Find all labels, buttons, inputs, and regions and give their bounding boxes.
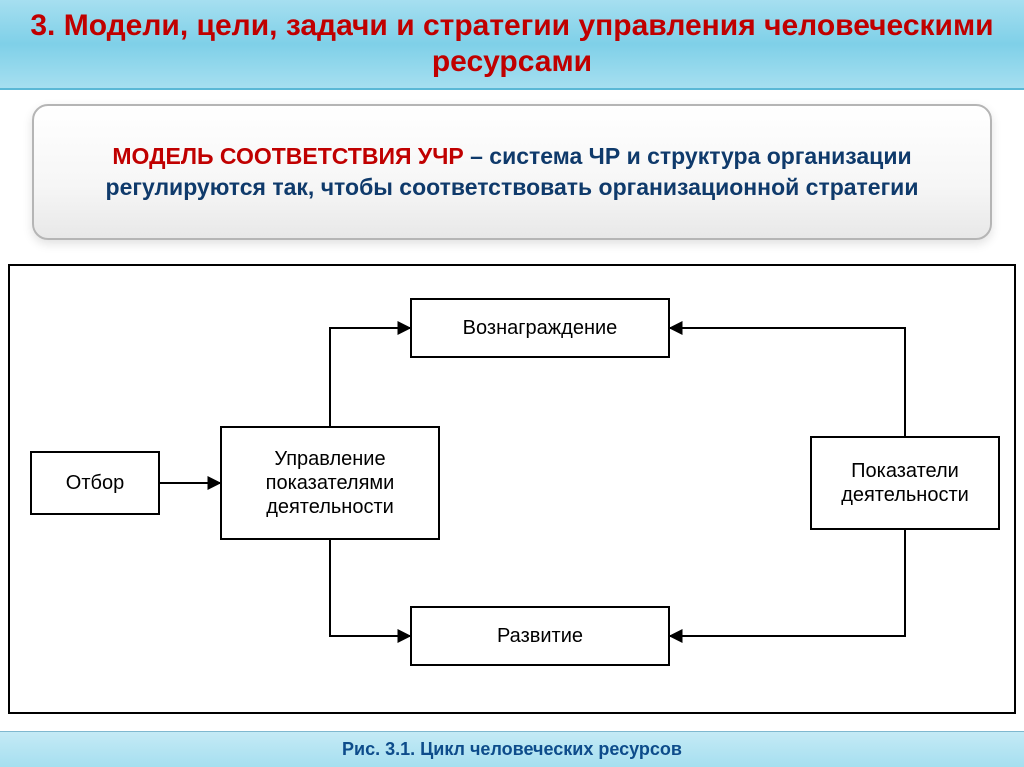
slide-title: 3. Модели, цели, задачи и стратегии упра…	[12, 8, 1012, 80]
subtitle-text: МОДЕЛЬ СООТВЕТСТВИЯ УЧР – система ЧР и с…	[62, 141, 962, 203]
subtitle-panel: МОДЕЛЬ СООТВЕТСТВИЯ УЧР – система ЧР и с…	[32, 104, 992, 240]
edge-pokaz-razvitie	[670, 530, 905, 636]
edge-upravl-razvitie	[330, 540, 410, 636]
subtitle-accent: МОДЕЛЬ СООТВЕТСТВИЯ УЧР	[112, 143, 463, 169]
figure-caption-bar: Рис. 3.1. Цикл человеческих ресурсов	[0, 731, 1024, 767]
node-razvitie: Развитие	[410, 606, 670, 666]
edge-upravl-voznagr	[330, 328, 410, 426]
edge-pokaz-voznagr	[670, 328, 905, 436]
node-pokaz: Показатели деятельности	[810, 436, 1000, 530]
figure-caption: Рис. 3.1. Цикл человеческих ресурсов	[342, 739, 682, 760]
node-voznagr: Вознаграждение	[410, 298, 670, 358]
node-otbor: Отбор	[30, 451, 160, 515]
diagram-region: Отбор Управление показателями деятельност…	[8, 264, 1016, 714]
node-upravl: Управление показателями деятельности	[220, 426, 440, 540]
slide-title-bar: 3. Модели, цели, задачи и стратегии упра…	[0, 0, 1024, 90]
